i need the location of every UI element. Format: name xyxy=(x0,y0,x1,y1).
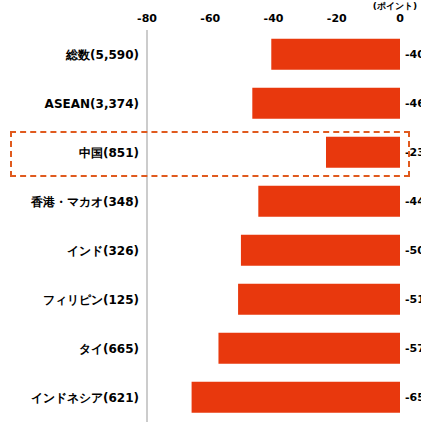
svg-text:香港・マカオ(348): 香港・マカオ(348) xyxy=(30,195,139,209)
svg-text:-50.3: -50.3 xyxy=(405,244,421,257)
svg-text:-44.8: -44.8 xyxy=(405,195,421,208)
svg-text:-57.4: -57.4 xyxy=(405,342,421,355)
svg-text:総数(5,590): 総数(5,590) xyxy=(65,48,139,62)
svg-text:タイ(665): タイ(665) xyxy=(79,342,139,356)
svg-text:-65.9: -65.9 xyxy=(405,391,421,404)
svg-text:-51.2: -51.2 xyxy=(405,293,421,306)
svg-text:-80: -80 xyxy=(137,12,157,25)
svg-text:-40: -40 xyxy=(264,12,284,25)
svg-text:-23.4: -23.4 xyxy=(405,146,421,159)
svg-text:0: 0 xyxy=(396,12,404,25)
svg-text:-20: -20 xyxy=(327,12,347,25)
svg-text:インドネシア(621): インドネシア(621) xyxy=(31,391,139,405)
svg-text:中国(851): 中国(851) xyxy=(79,146,139,160)
svg-text:-60: -60 xyxy=(200,12,220,25)
html-text:(ポイント): (ポイント) xyxy=(372,1,417,11)
svg-text:フィリピン(125): フィリピン(125) xyxy=(43,293,139,307)
svg-text:ASEAN(3,374): ASEAN(3,374) xyxy=(45,97,139,111)
svg-text:インド(326): インド(326) xyxy=(67,244,139,258)
svg-text:-46.7: -46.7 xyxy=(405,97,421,110)
svg-text:-40.7: -40.7 xyxy=(405,48,421,61)
